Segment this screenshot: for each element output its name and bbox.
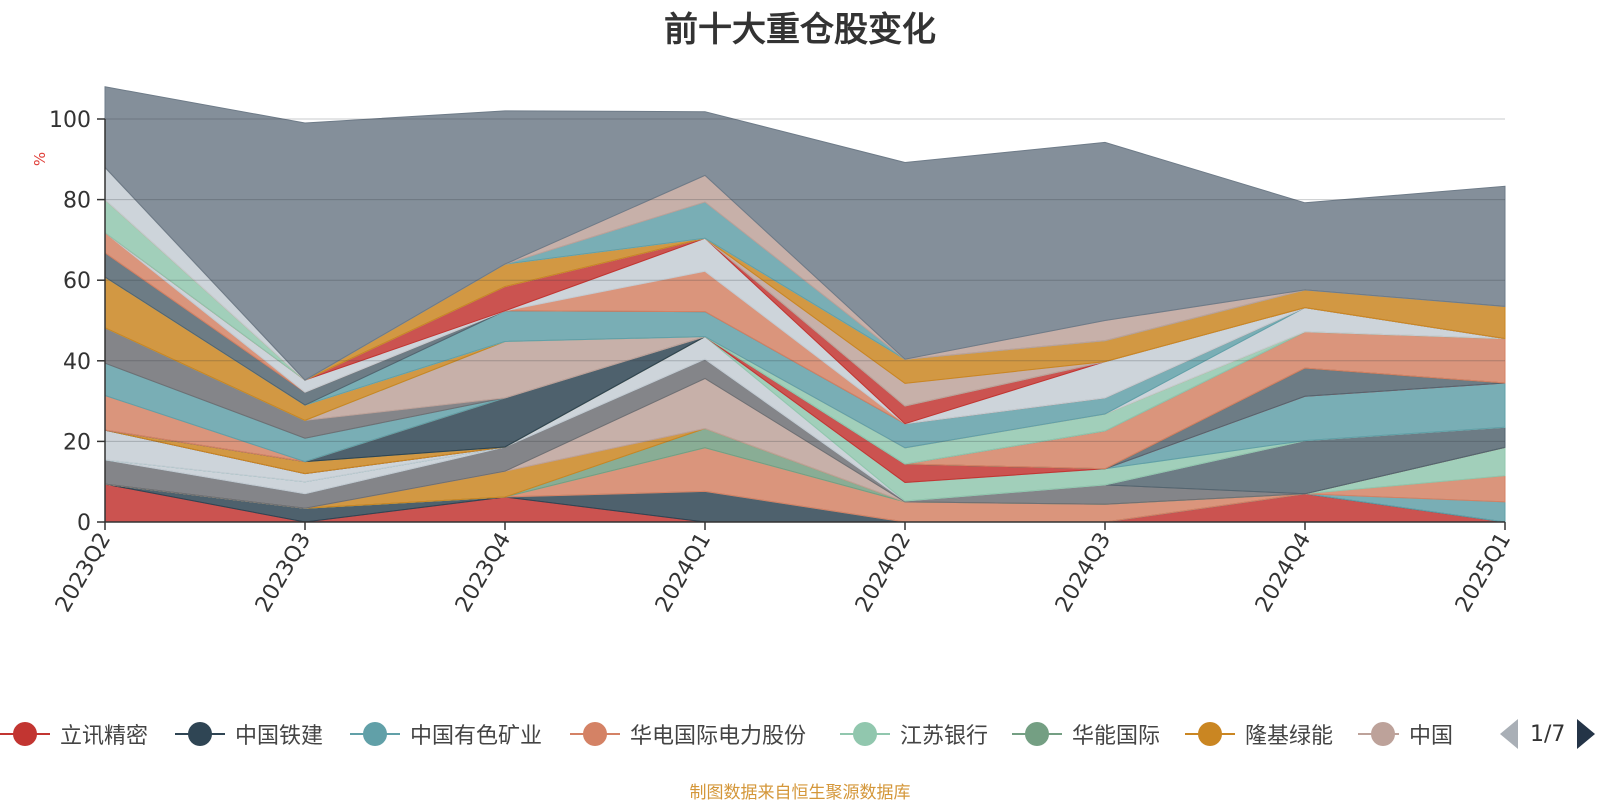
x-tick-label: 2025Q1: [1451, 529, 1516, 617]
legend-item[interactable]: 中国: [1358, 712, 1453, 756]
legend-label: 立讯精密: [60, 724, 149, 749]
x-tick-label: 2023Q4: [451, 529, 516, 617]
legend-prev-page-button[interactable]: [1500, 719, 1518, 749]
x-tick-label: 2023Q2: [51, 529, 116, 617]
legend-circle-icon: [853, 722, 877, 746]
y-tick-label: 60: [63, 269, 91, 294]
legend-line-swatch: [1012, 722, 1062, 746]
y-tick-label: 20: [63, 430, 91, 455]
legend-label: 华电国际电力股份: [630, 724, 807, 749]
legend-circle-icon: [13, 722, 37, 746]
x-tick-label: 2024Q4: [1251, 529, 1316, 617]
legend-label: 中国铁建: [235, 724, 324, 749]
legend-item[interactable]: 中国铁建: [175, 712, 323, 756]
legend-circle-icon: [583, 722, 607, 746]
legend-circle-icon: [1371, 722, 1395, 746]
legend-item[interactable]: 江苏银行: [840, 712, 988, 756]
legend-item[interactable]: 中国有色矿业: [350, 712, 542, 756]
chart-title: 前十大重仓股变化: [664, 10, 936, 50]
series-area-37: [104, 86, 1506, 381]
legend-item[interactable]: 隆基绿能: [1185, 712, 1333, 756]
legend-line-swatch: [175, 722, 225, 746]
legend-item[interactable]: 立讯精密: [0, 712, 148, 756]
x-tick-label: 2024Q3: [1051, 529, 1116, 617]
legend-line-swatch: [350, 722, 400, 746]
legend-line-swatch: [1185, 722, 1235, 746]
grid-lines: [105, 118, 1505, 442]
legend-label: 江苏银行: [900, 724, 989, 749]
legend-circle-icon: [363, 722, 387, 746]
legend-line-swatch: [0, 722, 50, 746]
y-tick-label: 80: [63, 189, 91, 214]
x-tick-label: 2024Q1: [651, 529, 716, 617]
legend-page-indicator: 1/7: [1530, 721, 1566, 747]
legend-item[interactable]: 华能国际: [1012, 712, 1160, 756]
x-tick-label: 2023Q3: [251, 529, 316, 617]
y-tick-label: 100: [49, 108, 91, 133]
legend-item[interactable]: 华电国际电力股份: [570, 712, 806, 756]
legend-label: 隆基绿能: [1245, 724, 1334, 749]
area-series-group: [104, 86, 1506, 523]
legend-label: 华能国际: [1072, 724, 1161, 749]
legend-label: 中国: [1408, 724, 1453, 749]
legend-circle-icon: [1025, 722, 1049, 746]
y-tick-label: 0: [77, 511, 91, 536]
x-tick-label: 2024Q2: [851, 529, 916, 617]
legend-circle-icon: [188, 722, 212, 746]
legend-line-swatch: [1358, 722, 1399, 746]
y-tick-label: 40: [63, 350, 91, 375]
legend-pager: 1/7: [1500, 712, 1596, 756]
legend-circle-icon: [1198, 722, 1222, 746]
legend-next-page-button[interactable]: [1577, 719, 1596, 749]
legend-line-swatch: [570, 722, 620, 746]
source-note: 制图数据来自恒生聚源数据库: [689, 783, 911, 803]
legend-label: 中国有色矿业: [410, 724, 543, 749]
legend: 立讯精密 中国铁建 中国有色矿业 华电国际电力股份 江苏银行 华能国际 隆基绿能 中国: [0, 712, 1600, 756]
legend-line-swatch: [840, 722, 890, 746]
